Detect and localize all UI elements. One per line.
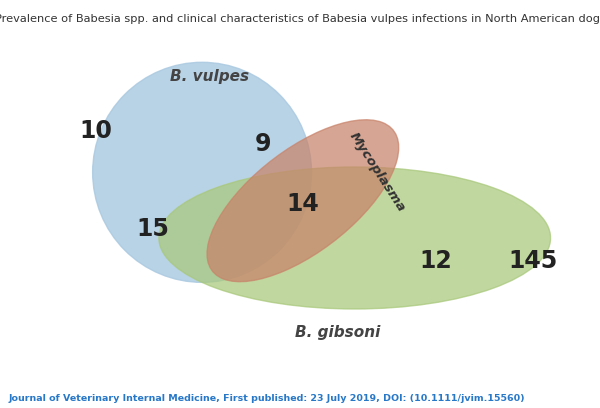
Text: Prevalence of Babesia spp. and clinical characteristics of Babesia vulpes infect: Prevalence of Babesia spp. and clinical … — [0, 14, 600, 24]
Text: 14: 14 — [287, 192, 319, 216]
Text: 9: 9 — [254, 132, 271, 156]
Text: 15: 15 — [137, 217, 170, 241]
Text: 10: 10 — [79, 120, 112, 144]
Ellipse shape — [92, 62, 311, 282]
Ellipse shape — [207, 120, 399, 282]
Text: 145: 145 — [509, 249, 558, 273]
Text: B. gibsoni: B. gibsoni — [295, 324, 380, 339]
Text: Journal of Veterinary Internal Medicine, First published: 23 July 2019, DOI: (10: Journal of Veterinary Internal Medicine,… — [9, 394, 526, 403]
Ellipse shape — [159, 167, 551, 309]
Text: B. vulpes: B. vulpes — [170, 69, 250, 84]
Text: 12: 12 — [419, 249, 452, 273]
Text: Mycoplasma: Mycoplasma — [347, 130, 409, 215]
